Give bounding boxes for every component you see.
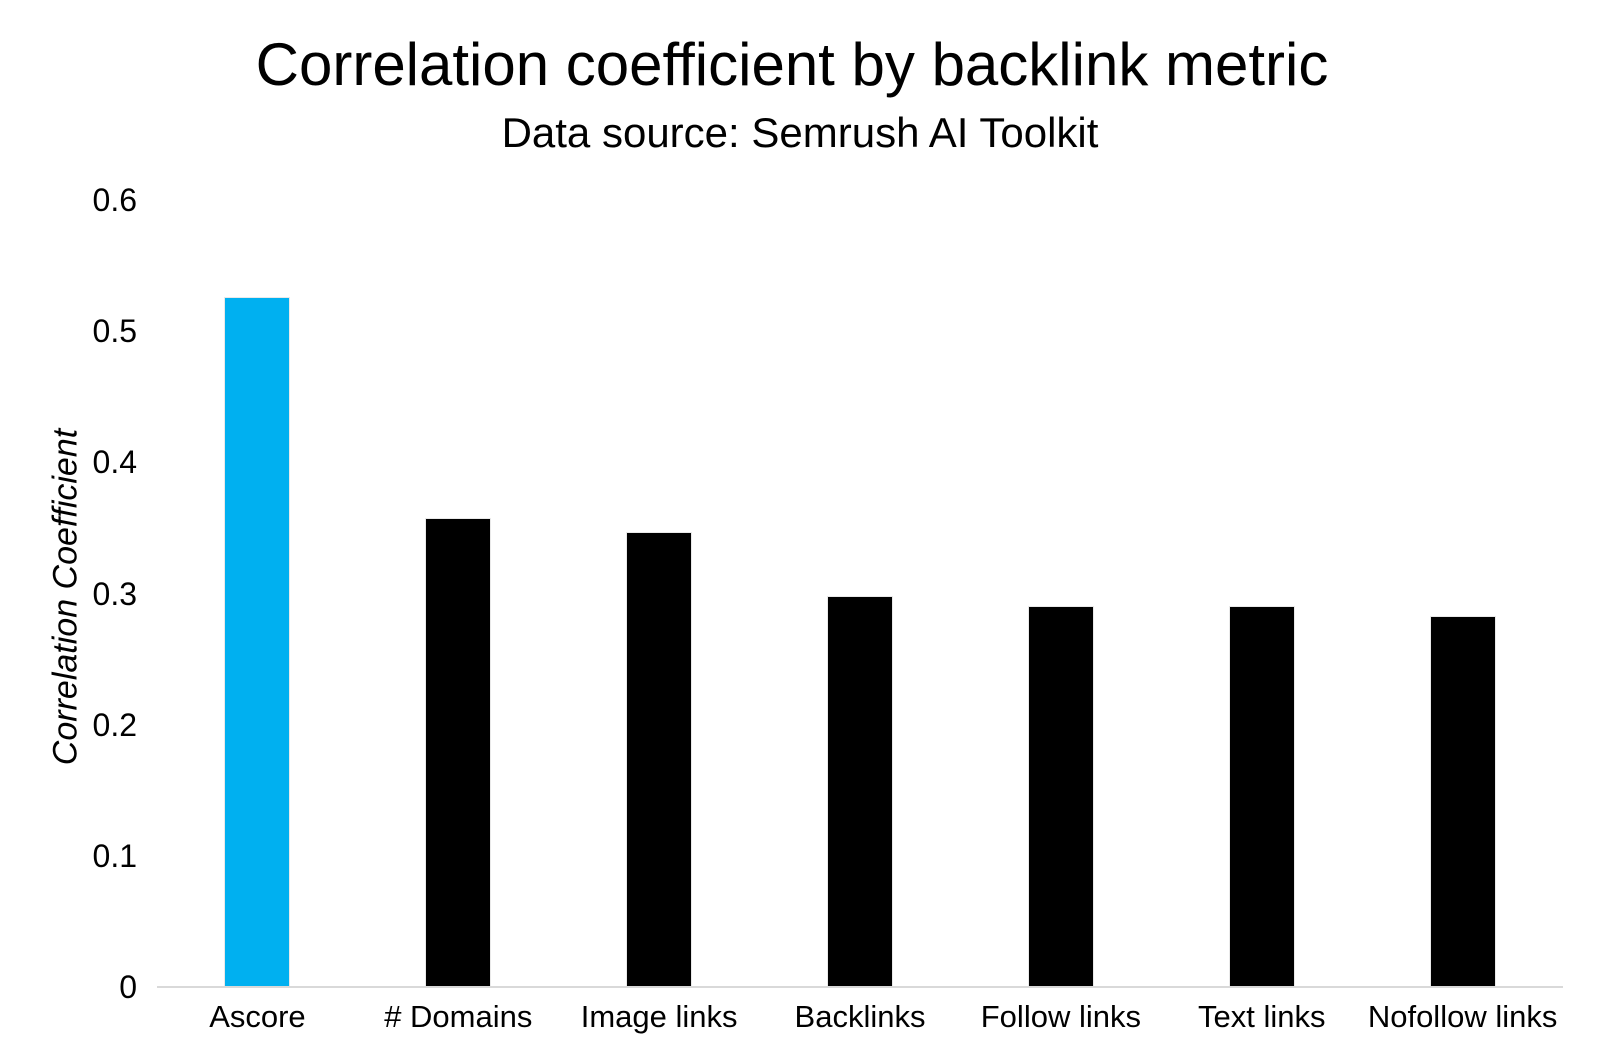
bar-nofollow-links xyxy=(1430,617,1495,987)
bar-slot-image-links xyxy=(559,200,760,987)
x-axis-line xyxy=(157,986,1563,988)
x-label-nofollow-links: Nofollow links xyxy=(1367,999,1558,1034)
bar-slot-nofollow-links xyxy=(1362,200,1563,987)
y-axis-ticks: 0 0.1 0.2 0.3 0.4 0.5 0.6 xyxy=(0,184,137,1003)
plot-area xyxy=(157,200,1563,987)
bar-follow-links xyxy=(1028,606,1093,987)
x-axis-labels: Ascore # Domains Image links Backlinks Follo… xyxy=(157,998,1563,1036)
bar-slot-domains xyxy=(358,200,559,987)
bar-text-links xyxy=(1229,606,1294,987)
bar-slot-backlinks xyxy=(760,200,961,987)
x-label-follow-links: Follow links xyxy=(980,999,1141,1034)
x-label-ascore: Ascore xyxy=(209,999,306,1034)
y-tick-label-0-5: 0.5 xyxy=(92,313,137,350)
bar-domains xyxy=(426,518,491,987)
bar-slot-text-links xyxy=(1161,200,1362,987)
y-tick-label-0-2: 0.2 xyxy=(92,706,137,743)
x-label-domains: # Domains xyxy=(384,999,533,1034)
bar-image-links xyxy=(627,533,692,987)
x-label-text-links: Text links xyxy=(1197,999,1326,1034)
bar-ascore xyxy=(225,298,290,987)
y-tick-label-0-4: 0.4 xyxy=(92,444,137,481)
y-tick-label-0: 0 xyxy=(119,969,137,1005)
x-label-backlinks: Backlinks xyxy=(794,999,926,1034)
y-tick-label-0-3: 0.3 xyxy=(92,575,137,612)
x-label-image-links: Image links xyxy=(580,999,738,1034)
chart-subtitle: Data source: Semrush AI Toolkit xyxy=(501,109,1099,156)
y-tick-label-0-1: 0.1 xyxy=(92,837,137,874)
chart-title: Correlation coefficient by backlink metr… xyxy=(255,31,1329,98)
bar-slot-follow-links xyxy=(960,200,1161,987)
bar-slot-ascore xyxy=(157,200,358,987)
bar-backlinks xyxy=(828,597,892,987)
y-tick-label-0-6: 0.6 xyxy=(92,182,137,218)
